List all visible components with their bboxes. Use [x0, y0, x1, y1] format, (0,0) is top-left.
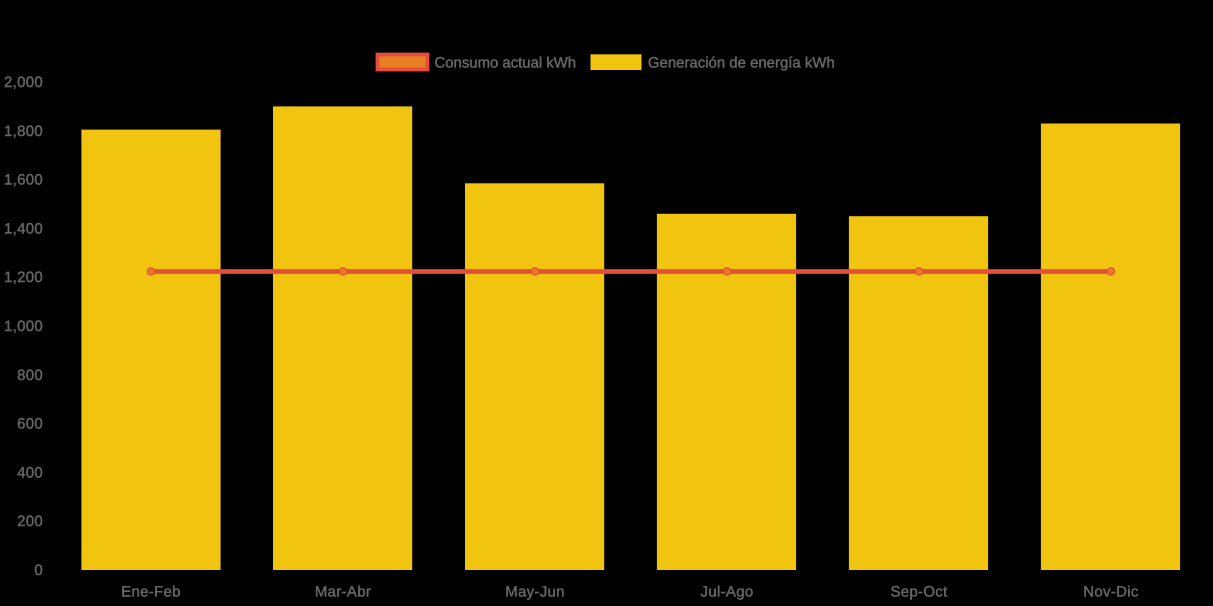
- svg-text:600: 600: [17, 416, 43, 433]
- svg-text:Generación de energía kWh: Generación de energía kWh: [648, 55, 835, 72]
- svg-text:Nov-Dic: Nov-Dic: [1083, 583, 1139, 600]
- svg-text:0: 0: [34, 562, 43, 579]
- svg-text:200: 200: [17, 513, 43, 530]
- svg-text:Jul-Ago: Jul-Ago: [701, 583, 754, 600]
- svg-text:1,000: 1,000: [4, 318, 43, 335]
- svg-text:1,600: 1,600: [4, 172, 43, 189]
- svg-text:400: 400: [17, 464, 43, 481]
- svg-text:Mar-Abr: Mar-Abr: [315, 583, 371, 600]
- svg-text:1,400: 1,400: [4, 220, 43, 237]
- svg-text:800: 800: [17, 367, 43, 384]
- svg-text:May-Jun: May-Jun: [505, 583, 565, 600]
- svg-text:Sep-Oct: Sep-Oct: [890, 583, 948, 600]
- svg-text:1,800: 1,800: [4, 123, 43, 140]
- svg-text:1,200: 1,200: [4, 269, 43, 286]
- svg-text:2,000: 2,000: [4, 74, 43, 91]
- svg-text:Consumo actual kWh: Consumo actual kWh: [435, 55, 577, 72]
- svg-text:Ene-Feb: Ene-Feb: [121, 583, 181, 600]
